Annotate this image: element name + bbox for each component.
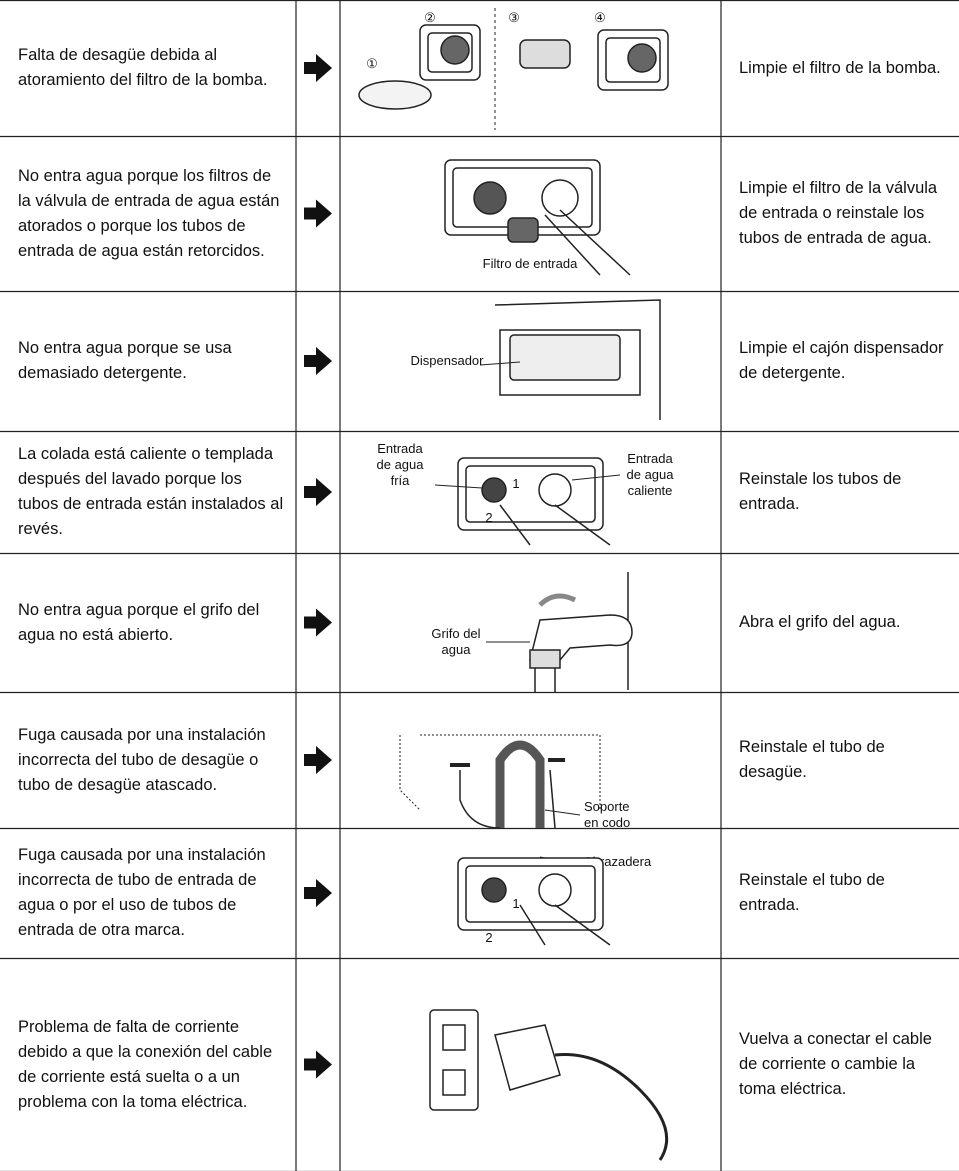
filter-cap xyxy=(627,43,657,73)
plug xyxy=(494,1024,561,1091)
arrow-icon xyxy=(304,199,332,228)
filter xyxy=(519,39,571,69)
solution-text: Limpie el cajón dispensador de detergent… xyxy=(739,339,944,382)
solution-text: Reinstale el tubo de entrada. xyxy=(739,871,885,914)
arrow-icon xyxy=(304,347,332,375)
solution-cell: Limpie el cajón dispensador de detergent… xyxy=(721,291,959,431)
tap xyxy=(529,614,633,661)
problem-text: Problema de falta de corriente debido a … xyxy=(18,1017,273,1111)
solution-text: Reinstale los tubos de entrada. xyxy=(739,470,902,513)
figure-label: Entrada xyxy=(627,451,673,466)
solution-cell: Limpie el filtro de la válvula de entrad… xyxy=(721,136,959,291)
arrow-icon xyxy=(304,746,332,774)
figure-label: 1 xyxy=(512,476,519,491)
arrow-icon xyxy=(304,54,332,82)
solution-text: Limpie el filtro de la válvula de entrad… xyxy=(739,179,938,247)
basin xyxy=(358,80,432,110)
hose xyxy=(499,504,611,546)
solution-cell: Reinstale los tubos de entrada. xyxy=(721,431,959,553)
problem-text: La colada está caliente o templada despu… xyxy=(18,445,284,538)
figure-label: Filtro de entrada xyxy=(483,256,578,271)
drain-hose xyxy=(495,740,545,828)
figure-label: ④ xyxy=(594,10,606,25)
solution-text: Vuelva a conectar el cable de corriente … xyxy=(739,1030,932,1098)
problem-text: No entra agua porque se usa demasiado de… xyxy=(18,339,232,382)
hose xyxy=(519,904,611,946)
valve xyxy=(473,181,507,215)
machine xyxy=(399,734,601,811)
problem-text: No entra agua porque los filtros de la v… xyxy=(18,166,280,260)
problem-cell: Problema de falta de corriente debido a … xyxy=(0,958,296,1171)
figure-label: de agua xyxy=(377,457,425,472)
figure-label: ① xyxy=(366,56,378,71)
leader xyxy=(544,809,581,816)
figure-label: Grifo del xyxy=(431,626,480,641)
figure-label: de agua xyxy=(627,467,675,482)
problem-text: Fuga causada por una instalación incorre… xyxy=(18,846,266,939)
solution-cell: Abra el grifo del agua. xyxy=(721,553,959,692)
problem-cell: No entra agua porque se usa demasiado de… xyxy=(0,291,296,431)
solution-text: Limpie el filtro de la bomba. xyxy=(739,58,941,77)
arrow-icon xyxy=(304,1050,332,1079)
cable xyxy=(554,1052,669,1161)
problem-text: Fuga causada por una instalación incorre… xyxy=(18,725,266,794)
hose xyxy=(534,668,556,692)
valve xyxy=(541,179,579,217)
problem-cell: No entra agua porque los filtros de la v… xyxy=(0,136,296,291)
figure-label: Entrada xyxy=(377,441,423,456)
figure-label: ③ xyxy=(508,10,520,25)
tap xyxy=(450,758,565,767)
leader xyxy=(434,484,483,489)
figure-label: en codo xyxy=(584,815,630,830)
inlet-hose xyxy=(459,769,556,829)
solution-text: Abra el grifo del agua. xyxy=(739,613,901,631)
figure-label: fría xyxy=(391,473,411,488)
solution-cell: Vuelva a conectar el cable de corriente … xyxy=(721,958,959,1171)
problem-cell: Falta de desagüe debida al atoramiento d… xyxy=(0,0,296,136)
machine xyxy=(494,299,661,420)
figure-label: Soporte xyxy=(584,799,630,814)
figure-label: Dispensador xyxy=(411,353,485,368)
filter-cap xyxy=(440,35,470,65)
figure-label: caliente xyxy=(628,483,673,498)
figure-label: 2 xyxy=(485,510,492,525)
solution-cell: Reinstale el tubo de entrada. xyxy=(721,828,959,958)
hose xyxy=(544,209,631,276)
figure-label: agua xyxy=(442,642,472,657)
socket xyxy=(442,1069,466,1096)
valve xyxy=(481,877,507,903)
problem-cell: No entra agua porque el grifo del agua n… xyxy=(0,553,296,692)
valve xyxy=(481,477,507,503)
filter xyxy=(507,217,539,243)
problem-cell: Fuga causada por una instalación incorre… xyxy=(0,692,296,828)
figure-label: 1 xyxy=(512,896,519,911)
problem-cell: La colada está caliente o templada despu… xyxy=(0,431,296,553)
leader xyxy=(479,361,521,366)
valve xyxy=(538,873,572,907)
connector xyxy=(529,649,561,669)
outlet xyxy=(429,1009,479,1111)
problem-text: No entra agua porque el grifo del agua n… xyxy=(18,600,260,644)
figure-label: ② xyxy=(424,10,436,25)
figure-label: 2 xyxy=(485,930,492,945)
problem-cell: Fuga causada por una instalación incorre… xyxy=(0,828,296,958)
arrow-icon xyxy=(304,608,332,637)
solution-cell: Limpie el filtro de la bomba. xyxy=(721,0,959,136)
arrow-icon xyxy=(304,478,332,506)
arrow-icon xyxy=(304,879,332,907)
valve xyxy=(538,473,572,507)
leader xyxy=(571,474,621,481)
solution-text: Reinstale el tubo de desagüe. xyxy=(739,738,885,781)
problem-text: Falta de desagüe debida al atoramiento d… xyxy=(18,46,268,89)
drawer xyxy=(509,334,621,381)
socket xyxy=(442,1024,466,1051)
solution-cell: Reinstale el tubo de desagüe. xyxy=(721,692,959,828)
handle xyxy=(538,593,577,607)
